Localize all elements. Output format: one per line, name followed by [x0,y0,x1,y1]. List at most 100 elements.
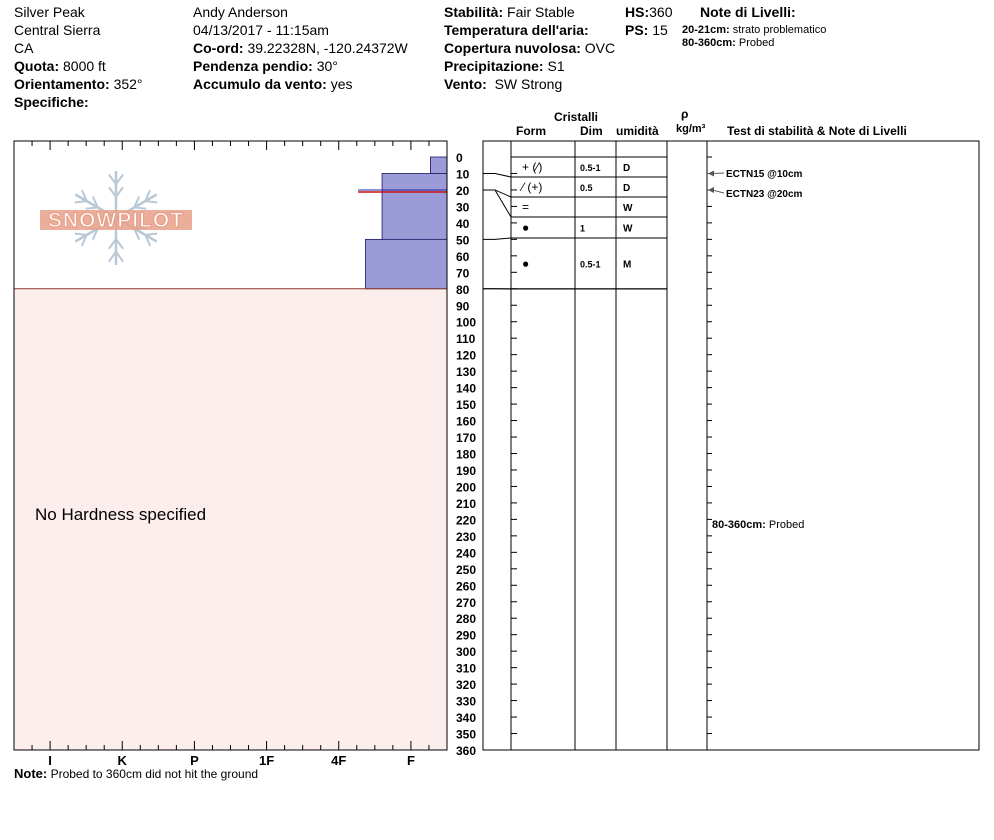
observer: Andy Anderson [193,4,288,20]
depth-label-270: 270 [456,596,476,610]
layer-moisture-2: D [623,183,630,194]
depth-label-280: 280 [456,612,476,626]
boundary-connector-1 [483,172,512,178]
layer-moisture-1: D [623,163,630,174]
flake-branch [80,234,88,247]
flake-branch [115,251,124,263]
layer-form-5: ● [522,257,529,271]
crystals-heading: Cristalli [554,110,599,124]
hardness-bar-4 [365,238,448,290]
depth-label-340: 340 [456,711,476,725]
flake-branch [74,200,87,204]
flake-branch [108,186,117,198]
specifics-label: Specifiche: [14,94,89,110]
depth-label-70: 70 [456,266,470,280]
test-label-2: ECTN23 @20cm [726,189,803,200]
depth-label-30: 30 [456,200,470,214]
wind-loading: Accumulo da vento: yes [193,76,353,92]
depth-label-140: 140 [456,382,476,396]
elevation: Quota: 8000 ft [14,58,106,74]
depth-label-360: 360 [456,744,476,758]
hardness-bars [365,156,448,290]
depth-label-320: 320 [456,678,476,692]
depth-label-260: 260 [456,579,476,593]
probed-area [14,288,447,750]
depth-label-230: 230 [456,530,476,544]
hardness-label-I: I [48,753,52,768]
depth-label-170: 170 [456,431,476,445]
logo-text: SNOWPILOT [48,209,184,232]
hardness-bar-1 [430,156,448,174]
depth-label-200: 200 [456,480,476,494]
hardness-ticks [13,141,448,750]
form-heading: Form [516,124,546,138]
cloud-cover: Copertura nuvolosa: OVC [444,40,616,56]
table-columns [510,141,708,750]
layer-note-1: 20-21cm: strato problematico [682,24,827,36]
flake-branch [144,234,152,247]
layer-moisture-3: W [623,203,633,214]
layer-moisture-4: W [623,224,633,235]
range: Central Sierra [14,22,101,38]
depth-label-290: 290 [456,629,476,643]
boundary-connector-4 [483,237,512,240]
moisture-heading: umidità [616,124,659,138]
depth-label-160: 160 [456,415,476,429]
hardness-label-K: K [118,753,128,768]
depth-label-60: 60 [456,250,470,264]
rho-heading: ρ [681,107,689,121]
depth-label-110: 110 [456,332,476,346]
flake-branch [85,206,98,210]
depth-label-300: 300 [456,645,476,659]
snow-height: HS:360 [625,4,673,20]
snowflake-icon [40,171,192,265]
layer-moisture-5: M [623,260,631,271]
test-arrow-1 [708,170,714,177]
depth-label-50: 50 [456,233,470,247]
hardness-bar-2 [381,173,448,191]
footer-note: Note: Probed to 360cm did not hit the gr… [14,766,259,781]
depth-label-190: 190 [456,464,476,478]
side-layer-note: 80-360cm: Probed [712,519,805,531]
air-temp-label: Temperatura dell'aria: [444,22,589,38]
state: CA [14,40,34,56]
depth-label-100: 100 [456,316,476,330]
snowpilot-logo: SNOWPILOT [40,171,192,265]
problem-layer-line [358,189,447,193]
depth-label-10: 10 [456,167,470,181]
hardness-label-F: F [407,753,415,768]
layer-form-4: ● [522,221,529,235]
slope: Pendenza pendio: 30° [193,58,338,74]
coordinates: Co-ord: 39.22328N, -120.24372W [193,40,408,56]
wind: Vento: SW Strong [444,76,563,92]
hardness-axis-labels: I K P 1F 4F F [48,753,415,768]
layer-dim-4: 1 [580,224,585,234]
depth-label-220: 220 [456,513,476,527]
depth-tick-strip [511,156,712,751]
depth-label-240: 240 [456,546,476,560]
flake-branch [115,173,124,185]
depth-label-250: 250 [456,563,476,577]
flake-branch [115,238,124,250]
depth-label-120: 120 [456,349,476,363]
test-label-1: ECTN15 @10cm [726,169,803,180]
table-rows: + (⁄) 0.5-1 D ⁄ (+) 0.5 D = W ● 1 W ● 0.5-1 M [483,156,667,290]
layer-table: + (⁄) 0.5-1 D ⁄ (+) 0.5 D = W ● 1 W ● 0.5-1 M ECTN15 … [482,140,980,751]
depth-label-150: 150 [456,398,476,412]
flake-branch [115,186,124,198]
depth-label-40: 40 [456,217,470,231]
depth-label-0: 0 [456,151,463,165]
logo-band [40,210,192,230]
flake-branch [133,196,141,208]
depth-label-350: 350 [456,728,476,742]
depth-label-90: 90 [456,299,470,313]
tests-heading: Test di stabilità & Note di Livelli [727,124,907,138]
layer-form-2: ⁄ (+) [519,180,542,194]
layer-dim-5: 0.5-1 [580,260,601,270]
precipitation: Precipitazione: S1 [444,58,565,74]
flake-branch [133,228,141,240]
depth-label-130: 130 [456,365,476,379]
layer-note-2: 80-360cm: Probed [682,37,775,49]
depth-label-180: 180 [456,448,476,462]
